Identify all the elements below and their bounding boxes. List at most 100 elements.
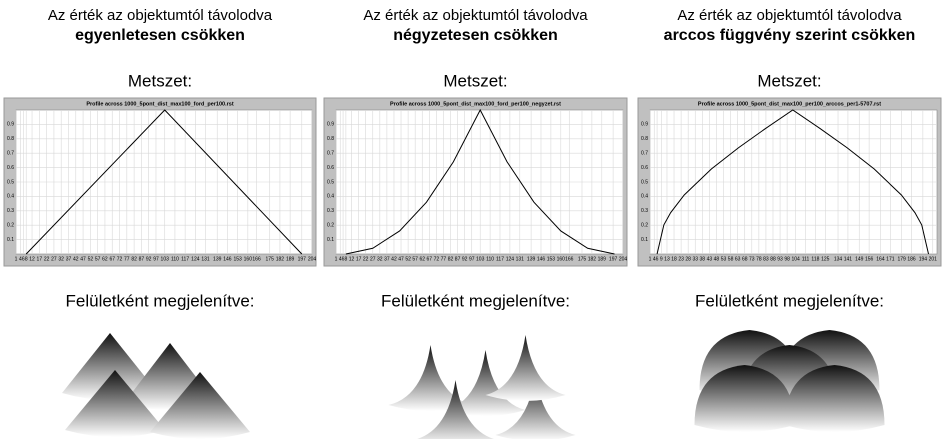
x-tick-label: 28 <box>685 256 691 262</box>
x-tick-label: 58 <box>728 256 734 262</box>
x-tick-label: 63 <box>735 256 741 262</box>
x-tick-label: 1 <box>15 256 18 262</box>
x-tick-label: 166 <box>565 256 574 262</box>
x-tick-label: 13 <box>664 256 670 262</box>
x-tick-label: 12 <box>29 256 35 262</box>
x-tick-label: 8 <box>25 256 28 262</box>
x-tick-label: 186 <box>907 256 916 262</box>
x-tick-label: 42 <box>391 256 397 262</box>
x-tick-label: 156 <box>865 256 874 262</box>
x-tick-label: 111 <box>802 256 810 262</box>
x-tick-label: 97 <box>153 256 159 262</box>
y-tick-label: 0.3 <box>327 208 334 214</box>
x-tick-label: 8 <box>345 256 348 262</box>
x-tick-label: 1 <box>649 256 652 262</box>
y-tick-label: 0.1 <box>327 237 334 243</box>
x-tick-label: 164 <box>876 256 885 262</box>
y-tick-label: 0.9 <box>327 122 334 128</box>
x-tick-label: 68 <box>742 256 748 262</box>
y-tick-label: 0.6 <box>7 165 14 171</box>
x-tick-label: 182 <box>588 256 597 262</box>
heading-emphasis: arccos függvény szerint csökken <box>664 27 916 44</box>
x-tick-label: 103 <box>161 256 170 262</box>
x-tick-label: 43 <box>707 256 713 262</box>
x-tick-label: 23 <box>678 256 684 262</box>
x-tick-label: 57 <box>95 256 101 262</box>
x-tick-label: 27 <box>51 256 57 262</box>
x-tick-label: 52 <box>405 256 411 262</box>
x-tick-label: 110 <box>486 256 494 262</box>
x-tick-label: 179 <box>897 256 906 262</box>
x-tick-label: 6 <box>342 256 345 262</box>
x-tick-label: 6 <box>22 256 25 262</box>
x-tick-label: 83 <box>763 256 769 262</box>
section-label: Metszet: <box>128 71 192 90</box>
y-tick-label: 0.5 <box>7 179 14 185</box>
x-tick-label: 194 <box>919 256 928 262</box>
x-tick-label: 47 <box>398 256 404 262</box>
x-tick-label: 6 <box>656 256 659 262</box>
y-tick-label: 0.8 <box>327 136 334 142</box>
heading: Az érték az objektumtól távolodva <box>363 7 588 24</box>
y-tick-label: 0.1 <box>641 237 648 243</box>
surface-cone <box>495 375 576 439</box>
y-tick-label: 0.9 <box>641 122 648 128</box>
surface-cone <box>416 380 495 439</box>
y-tick-label: 0.6 <box>327 165 334 171</box>
x-tick-label: 189 <box>286 256 295 262</box>
x-tick-label: 42 <box>73 256 79 262</box>
x-tick-label: 153 <box>547 256 556 262</box>
chart-title: Profile across 1000_5pont_dist_max100_pe… <box>698 101 881 107</box>
section-label: Felületként megjelenítve: <box>381 291 570 310</box>
x-tick-label: 93 <box>777 256 783 262</box>
x-tick-label: 4 <box>339 256 342 262</box>
x-tick-label: 124 <box>191 256 200 262</box>
x-tick-label: 9 <box>660 256 663 262</box>
x-tick-label: 124 <box>506 256 515 262</box>
x-tick-label: 139 <box>213 256 222 262</box>
surface-cone <box>485 335 566 401</box>
x-tick-label: 4 <box>653 256 656 262</box>
y-tick-label: 0.9 <box>7 122 14 128</box>
y-tick-label: 0.5 <box>641 179 648 185</box>
x-tick-label: 82 <box>131 256 137 262</box>
x-tick-label: 204 <box>308 256 317 262</box>
x-tick-label: 1 <box>335 256 338 262</box>
x-tick-label: 97 <box>469 256 475 262</box>
x-tick-label: 87 <box>139 256 145 262</box>
x-tick-label: 153 <box>233 256 242 262</box>
x-tick-label: 131 <box>201 256 210 262</box>
x-tick-label: 12 <box>349 256 355 262</box>
chart-title: Profile across 1000_5pont_dist_max100_fo… <box>86 101 234 107</box>
heading-emphasis: egyenletesen csökken <box>75 27 245 44</box>
x-tick-label: 22 <box>363 256 369 262</box>
x-tick-label: 18 <box>671 256 677 262</box>
x-tick-label: 201 <box>929 256 938 262</box>
x-tick-label: 62 <box>102 256 108 262</box>
x-tick-label: 67 <box>109 256 115 262</box>
y-tick-label: 0.8 <box>7 136 14 142</box>
x-tick-label: 48 <box>714 256 720 262</box>
x-tick-label: 146 <box>537 256 546 262</box>
heading-emphasis: négyzetesen csökken <box>393 27 558 44</box>
x-tick-label: 32 <box>58 256 64 262</box>
chart-title: Profile across 1000_5pont_dist_max100_fo… <box>390 101 561 107</box>
x-tick-label: 73 <box>749 256 755 262</box>
y-tick-label: 0.7 <box>7 151 14 157</box>
x-tick-label: 4 <box>19 256 22 262</box>
x-tick-label: 77 <box>124 256 130 262</box>
y-tick-label: 0.3 <box>7 208 14 214</box>
x-tick-label: 88 <box>770 256 776 262</box>
section-label: Felületként megjelenítve: <box>66 291 255 310</box>
profile-line <box>25 109 303 255</box>
x-tick-label: 182 <box>276 256 285 262</box>
heading: Az érték az objektumtól távolodva <box>48 7 273 24</box>
y-tick-label: 0.2 <box>7 223 14 229</box>
x-tick-label: 92 <box>146 256 152 262</box>
profile-line <box>345 108 615 255</box>
x-tick-label: 104 <box>791 256 800 262</box>
x-tick-label: 117 <box>181 256 189 262</box>
x-tick-label: 117 <box>496 256 504 262</box>
profile-line <box>656 109 930 255</box>
